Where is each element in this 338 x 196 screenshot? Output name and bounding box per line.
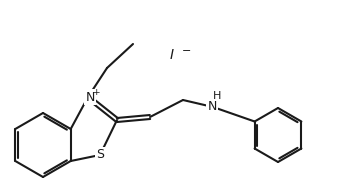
Text: S: S xyxy=(96,149,104,162)
Text: I: I xyxy=(170,48,174,62)
Text: +: + xyxy=(92,87,100,96)
Text: −: − xyxy=(182,46,191,56)
Text: H: H xyxy=(213,91,221,101)
Text: N: N xyxy=(207,100,217,113)
Text: N: N xyxy=(85,91,95,103)
